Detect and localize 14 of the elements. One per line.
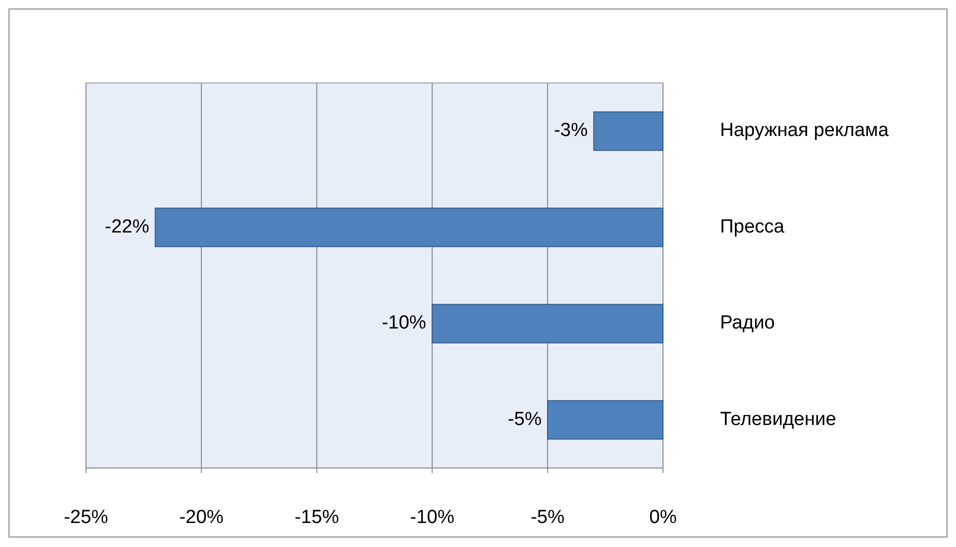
- x-tick-label: -15%: [294, 507, 340, 528]
- data-label: -5%: [508, 408, 542, 430]
- y-tick-label: Телевидение: [720, 408, 836, 430]
- x-tick-label: -5%: [530, 507, 565, 528]
- data-label: -10%: [382, 312, 426, 334]
- y-tick-label: Пресса: [720, 216, 785, 238]
- x-tick-label: 0%: [649, 507, 677, 528]
- data-label: -3%: [554, 120, 588, 142]
- x-tick-label: -10%: [410, 507, 454, 528]
- y-tick-label: Наружная реклама: [720, 120, 890, 142]
- x-tick-label: -25%: [64, 507, 108, 528]
- data-label: -22%: [104, 216, 150, 238]
- x-tick-label: -20%: [179, 507, 224, 528]
- y-tick-label: Радио: [720, 312, 775, 334]
